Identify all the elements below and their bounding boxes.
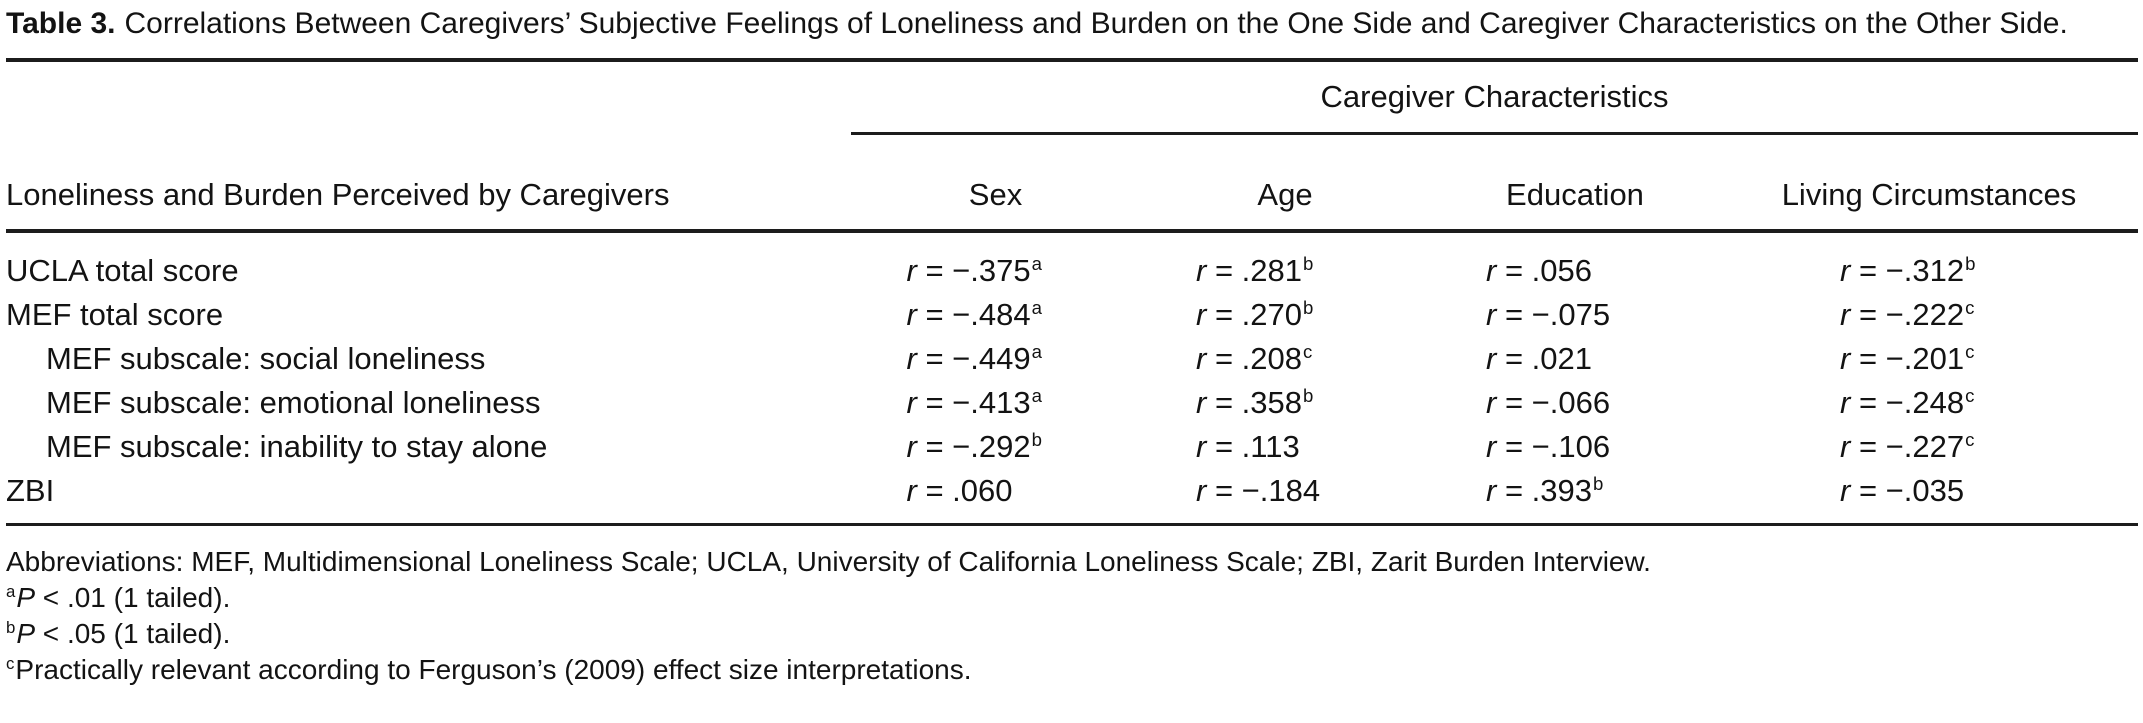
significance-superscript: b xyxy=(1593,472,1604,494)
r-value: r = −.227c xyxy=(1840,428,1975,464)
table-row: MEF total score r = −.484a r = .270b r = −.… xyxy=(6,293,2138,337)
column-header-education: Education xyxy=(1430,133,1720,233)
significance-superscript: b xyxy=(1031,428,1042,450)
r-value-cell: r = .358b xyxy=(1140,381,1430,425)
r-value-cell: r = .281b xyxy=(1140,231,1430,293)
r-value: r = .060 xyxy=(906,473,1013,508)
table-footnotes: Abbreviations: MEF, Multidimensional Lon… xyxy=(6,544,2143,688)
r-value-cell: r = .113 xyxy=(1140,425,1430,469)
r-value: r = −.449a xyxy=(906,340,1042,376)
r-value: r = −.035 xyxy=(1840,473,1965,508)
r-value: r = −.413a xyxy=(906,384,1042,420)
r-value-cell: r = .393b xyxy=(1430,469,1720,525)
r-value: r = .056 xyxy=(1486,253,1592,288)
r-value: r = −.184 xyxy=(1196,473,1321,508)
r-value-cell: r = −.201c xyxy=(1720,337,2138,381)
r-value: r = −.075 xyxy=(1486,297,1611,332)
r-value-cell: r = −.035 xyxy=(1720,469,2138,525)
significance-superscript: c xyxy=(1303,340,1313,362)
r-value: r = −.292b xyxy=(906,428,1042,464)
r-value-cell: r = −.292b xyxy=(851,425,1140,469)
r-value-cell: r = −.227c xyxy=(1720,425,2138,469)
r-value: r = .393b xyxy=(1486,472,1604,508)
r-value: r = .270b xyxy=(1196,296,1314,332)
r-value-cell: r = −.375a xyxy=(851,231,1140,293)
r-value-cell: r = −.222c xyxy=(1720,293,2138,337)
significance-superscript: a xyxy=(1031,340,1042,362)
r-value: r = −.248c xyxy=(1840,384,1975,420)
column-header-living-circumstances: Living Circumstances xyxy=(1720,133,2138,233)
r-value-cell: r = .021 xyxy=(1430,337,1720,381)
r-value: r = −.066 xyxy=(1486,385,1611,420)
r-value-cell: r = −.075 xyxy=(1430,293,1720,337)
significance-superscript: c xyxy=(1965,296,1975,318)
r-value: r = .113 xyxy=(1196,429,1300,464)
r-value: r = −.375a xyxy=(906,252,1042,288)
table-row: MEF subscale: inability to stay alone r =… xyxy=(6,425,2138,469)
row-label: UCLA total score xyxy=(6,253,239,288)
spanner-header: Caregiver Characteristics xyxy=(851,60,2138,135)
significance-superscript: b xyxy=(1303,384,1314,406)
row-label: MEF total score xyxy=(6,297,224,332)
significance-superscript: a xyxy=(1031,384,1042,406)
r-value: r = .281b xyxy=(1196,252,1314,288)
significance-superscript: b xyxy=(1303,296,1314,318)
spanner-header-row: Caregiver Characteristics xyxy=(6,60,2138,135)
correlation-table: Caregiver Characteristics Loneliness and… xyxy=(6,58,2138,526)
row-label: MEF subscale: inability to stay alone xyxy=(46,429,548,464)
footnote-a: aP < .01 (1 tailed). xyxy=(6,581,231,613)
column-header-sex: Sex xyxy=(851,133,1140,233)
table-caption: Table 3. Correlations Between Caregivers’… xyxy=(6,4,2134,44)
table-caption-text: Correlations Between Caregivers’ Subject… xyxy=(124,7,2068,40)
significance-superscript: c xyxy=(1965,384,1975,406)
footnote-c: cPractically relevant according to Fergu… xyxy=(6,653,972,685)
spanner-empty-cell xyxy=(6,60,851,134)
r-value-cell: r = .270b xyxy=(1140,293,1430,337)
significance-superscript: c xyxy=(1965,428,1975,450)
significance-superscript: a xyxy=(1031,296,1042,318)
table-row: UCLA total score r = −.375a r = .281b r = .… xyxy=(6,231,2138,293)
row-label: ZBI xyxy=(6,473,55,508)
r-value: r = −.222c xyxy=(1840,296,1975,332)
r-value: r = −.201c xyxy=(1840,340,1975,376)
abbreviations-note: Abbreviations: MEF, Multidimensional Lon… xyxy=(6,546,1651,577)
r-value-cell: r = −.413a xyxy=(851,381,1140,425)
r-value: r = −.312b xyxy=(1840,252,1976,288)
r-value-cell: r = −.484a xyxy=(851,293,1140,337)
table-row: ZBI r = .060 r = −.184 r = .393b r = −.035 xyxy=(6,469,2138,525)
significance-superscript: c xyxy=(1965,340,1975,362)
significance-superscript: b xyxy=(1965,252,1976,274)
r-value-cell: r = −.184 xyxy=(1140,469,1430,525)
r-value-cell: r = −.066 xyxy=(1430,381,1720,425)
r-value: r = .358b xyxy=(1196,384,1314,420)
r-value: r = −.106 xyxy=(1486,429,1611,464)
r-value-cell: r = .060 xyxy=(851,469,1140,525)
r-value-cell: r = −.312b xyxy=(1720,231,2138,293)
r-value: r = .208c xyxy=(1196,340,1313,376)
table-row: MEF subscale: social loneliness r = −.449… xyxy=(6,337,2138,381)
table-number-label: Table 3. xyxy=(6,7,116,40)
stub-header: Loneliness and Burden Perceived by Careg… xyxy=(6,133,851,233)
significance-superscript: b xyxy=(1303,252,1314,274)
row-label: MEF subscale: emotional loneliness xyxy=(46,385,541,420)
r-value-cell: r = .208c xyxy=(1140,337,1430,381)
r-value-cell: r = −.248c xyxy=(1720,381,2138,425)
r-value-cell: r = −.106 xyxy=(1430,425,1720,469)
row-label: MEF subscale: social loneliness xyxy=(46,341,486,376)
column-header-age: Age xyxy=(1140,133,1430,233)
significance-superscript: a xyxy=(1031,252,1042,274)
r-value-cell: r = −.449a xyxy=(851,337,1140,381)
table-body: UCLA total score r = −.375a r = .281b r = .… xyxy=(6,231,2138,525)
column-header-row: Loneliness and Burden Perceived by Careg… xyxy=(6,133,2138,233)
table-row: MEF subscale: emotional loneliness r = −.… xyxy=(6,381,2138,425)
r-value: r = −.484a xyxy=(906,296,1042,332)
footnote-list: aP < .01 (1 tailed). bP < .05 (1 tailed).… xyxy=(6,580,2143,688)
r-value-cell: r = .056 xyxy=(1430,231,1720,293)
footnote-b: bP < .05 (1 tailed). xyxy=(6,617,231,649)
r-value: r = .021 xyxy=(1486,341,1592,376)
